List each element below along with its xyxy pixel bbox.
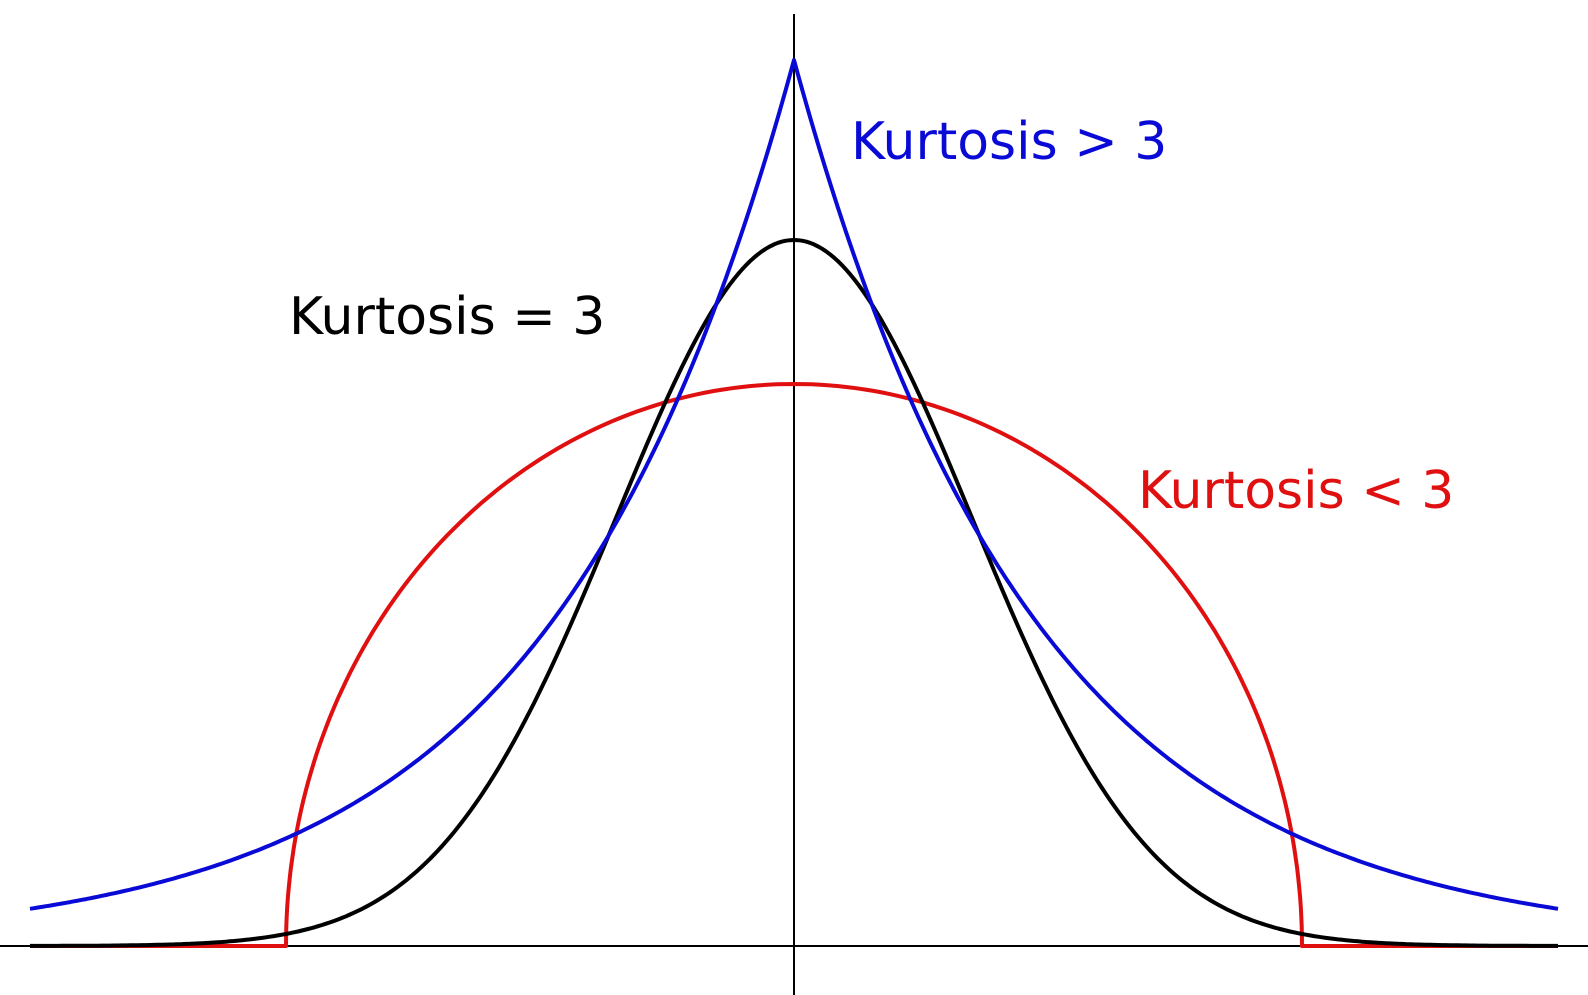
label-kurtosis-equal-3: Kurtosis = 3 bbox=[289, 287, 605, 347]
curve-kurtosis-equal-3 bbox=[30, 238, 1558, 948]
curve-kurtosis-less-than-3 bbox=[30, 382, 1558, 948]
label-kurtosis-less-than-3: Kurtosis < 3 bbox=[1138, 461, 1454, 521]
label-kurtosis-greater-than-3: Kurtosis > 3 bbox=[851, 112, 1167, 172]
curve-kurtosis-greater-than-3 bbox=[29, 58, 1559, 911]
